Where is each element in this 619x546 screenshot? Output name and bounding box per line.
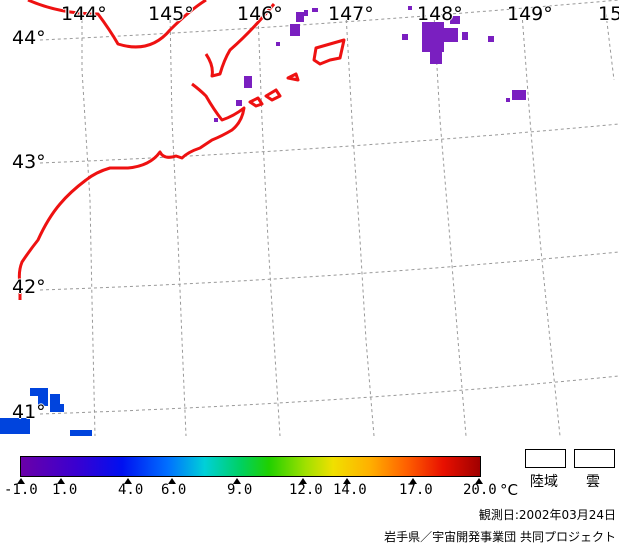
- colorbar-tick: [124, 478, 132, 484]
- colorbar-tick-label: 14.0: [333, 482, 367, 498]
- colorbar-tick: [168, 478, 176, 484]
- latitude-label-41: 41°: [12, 401, 46, 423]
- longitude-label-145: 145°: [148, 3, 194, 25]
- longitude-label-144: 144°: [61, 3, 107, 25]
- land-legend-label: 陸域: [530, 474, 558, 490]
- temperature-unit: °C: [500, 481, 518, 499]
- colorbar-tick-label: 12.0: [289, 482, 323, 498]
- land-legend-swatch: [525, 449, 566, 468]
- project-credit: 岩手県／宇宙開発事業団 共同プロジェクト: [384, 530, 616, 544]
- temperature-color-bar: [20, 456, 481, 477]
- colorbar-tick: [17, 478, 25, 484]
- latitude-label-44: 44°: [12, 27, 46, 49]
- cold-water-patches: [0, 388, 92, 436]
- coastline: [17, 0, 346, 300]
- cloud-legend-swatch: [574, 449, 615, 468]
- cloud-legend-label: 雲: [586, 474, 600, 490]
- colorbar-tick: [343, 478, 351, 484]
- latitude-label-43: 43°: [12, 151, 46, 173]
- colorbar-tick: [409, 478, 417, 484]
- parallel-lines: [39, 0, 619, 415]
- warm-water-patches: [214, 6, 526, 122]
- colorbar-tick-label: 20.0: [463, 482, 497, 498]
- colorbar-tick: [475, 478, 483, 484]
- meridian-lines: [81, 13, 615, 437]
- colorbar-tick: [233, 478, 241, 484]
- colorbar-tick-label: 6.0: [161, 482, 187, 498]
- longitude-label-150: 15: [598, 3, 619, 25]
- longitude-label-148: 148°: [417, 3, 463, 25]
- colorbar-tick-label: 9.0: [227, 482, 253, 498]
- longitude-label-149: 149°: [507, 3, 553, 25]
- longitude-label-147: 147°: [328, 3, 374, 25]
- latitude-label-42: 42°: [12, 276, 46, 298]
- colorbar-tick: [57, 478, 65, 484]
- colorbar-tick-label: -1.0: [4, 482, 38, 498]
- colorbar-tick-label: 4.0: [118, 482, 144, 498]
- sea-surface-temperature-map: [0, 0, 619, 437]
- longitude-label-146: 146°: [237, 3, 283, 25]
- observation-date: 観測日:2002年03月24日: [478, 508, 616, 522]
- colorbar-tick-label: 1.0: [52, 482, 78, 498]
- colorbar-tick-label: 17.0: [399, 482, 433, 498]
- colorbar-tick: [299, 478, 307, 484]
